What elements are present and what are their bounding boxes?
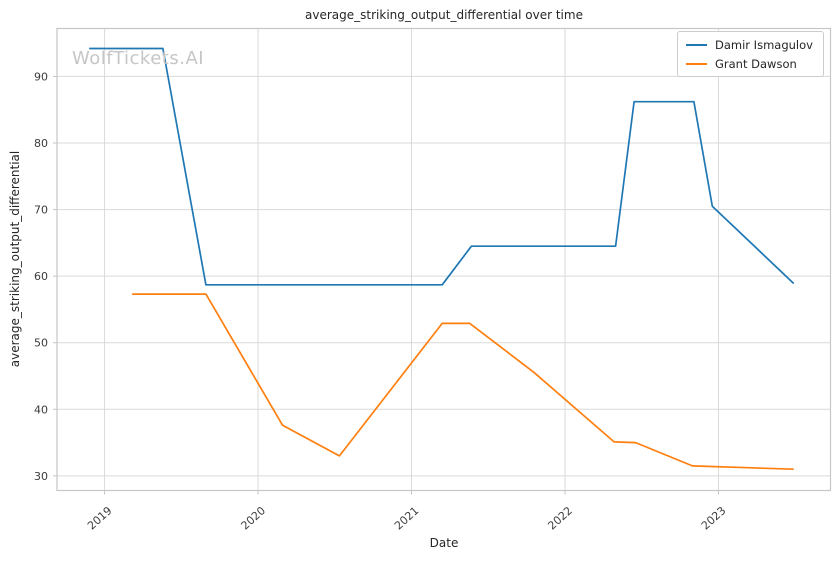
y-tick-label: 90 [34, 70, 48, 83]
legend-item-grant-dawson: Grant Dawson [686, 56, 815, 71]
legend-label: Damir Ismagulov [715, 37, 813, 52]
y-tick-label: 80 [34, 137, 48, 150]
legend-label: Grant Dawson [715, 56, 797, 71]
x-tick-label: 2021 [392, 504, 422, 532]
x-tick-label: 2022 [545, 504, 575, 532]
y-tick-label: 50 [34, 337, 48, 350]
y-tick-label: 60 [34, 270, 48, 283]
legend: Damir Ismagulov Grant Dawson [677, 31, 824, 77]
x-tick-label: 2019 [85, 504, 115, 532]
series-line-damir-ismagulov [89, 47, 795, 286]
legend-line-sample-orange [686, 62, 707, 65]
chart-title: average_striking_output_differential ove… [305, 8, 583, 22]
plot-border [56, 27, 832, 492]
y-tick-label: 40 [34, 403, 48, 416]
y-tick-label: 70 [34, 204, 48, 217]
y-tick-label: 30 [34, 470, 48, 483]
x-axis-label: Date [429, 536, 459, 550]
watermark: WolfTickets.AI [72, 48, 205, 69]
x-tick-label: 2020 [239, 504, 269, 532]
series-line-grant-dawson [132, 293, 794, 471]
legend-line-sample-blue [686, 43, 707, 46]
y-axis-label: average_striking_output_differential [8, 150, 22, 368]
x-tick-label: 2023 [699, 504, 729, 532]
legend-item-damir-ismagulov: Damir Ismagulov [686, 37, 815, 52]
